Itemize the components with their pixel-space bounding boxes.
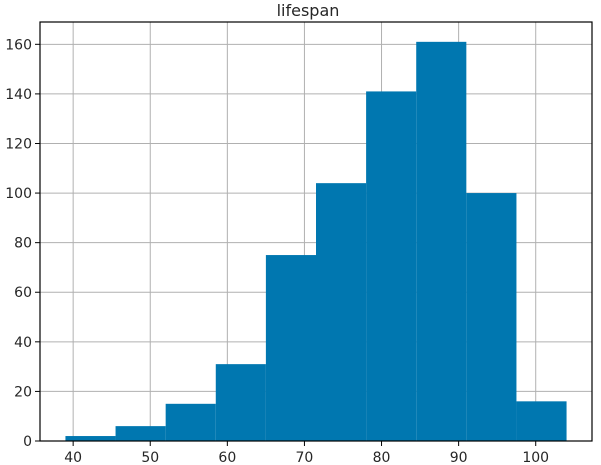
x-tick-label: 80 <box>373 450 391 465</box>
axis-ticks: 40 50 60 70 80 90 100 0 20 40 60 80 100 120 140 160 <box>5 37 549 465</box>
y-tick-label: 100 <box>5 186 32 202</box>
y-tick-label: 160 <box>5 37 32 53</box>
x-tick-label: 40 <box>64 450 82 465</box>
histogram-bar <box>466 193 517 441</box>
y-tick-label: 20 <box>14 384 32 400</box>
y-tick-label: 140 <box>5 87 32 103</box>
histogram-bar <box>516 401 567 441</box>
x-tick-label: 50 <box>141 450 159 465</box>
histogram-bar <box>265 255 316 441</box>
x-tick-label: 100 <box>522 450 549 465</box>
x-tick-label: 60 <box>218 450 236 465</box>
histogram-bar <box>366 91 417 442</box>
histogram-bar <box>215 364 266 441</box>
y-tick-label: 60 <box>14 285 32 301</box>
histogram-bar <box>115 426 166 441</box>
histogram-bar <box>316 183 367 441</box>
histogram-bars <box>65 41 567 442</box>
y-tick-label: 120 <box>5 136 32 152</box>
x-tick-label: 70 <box>296 450 314 465</box>
y-tick-label: 0 <box>23 434 32 450</box>
histogram-bar <box>416 41 467 441</box>
chart-title: lifespan <box>277 1 340 20</box>
y-tick-label: 80 <box>14 236 32 252</box>
x-tick-label: 90 <box>450 450 468 465</box>
plot-frame <box>39 21 593 442</box>
y-tick-label: 40 <box>14 335 32 351</box>
histogram-bar <box>165 403 216 441</box>
histogram-bar <box>65 436 116 441</box>
